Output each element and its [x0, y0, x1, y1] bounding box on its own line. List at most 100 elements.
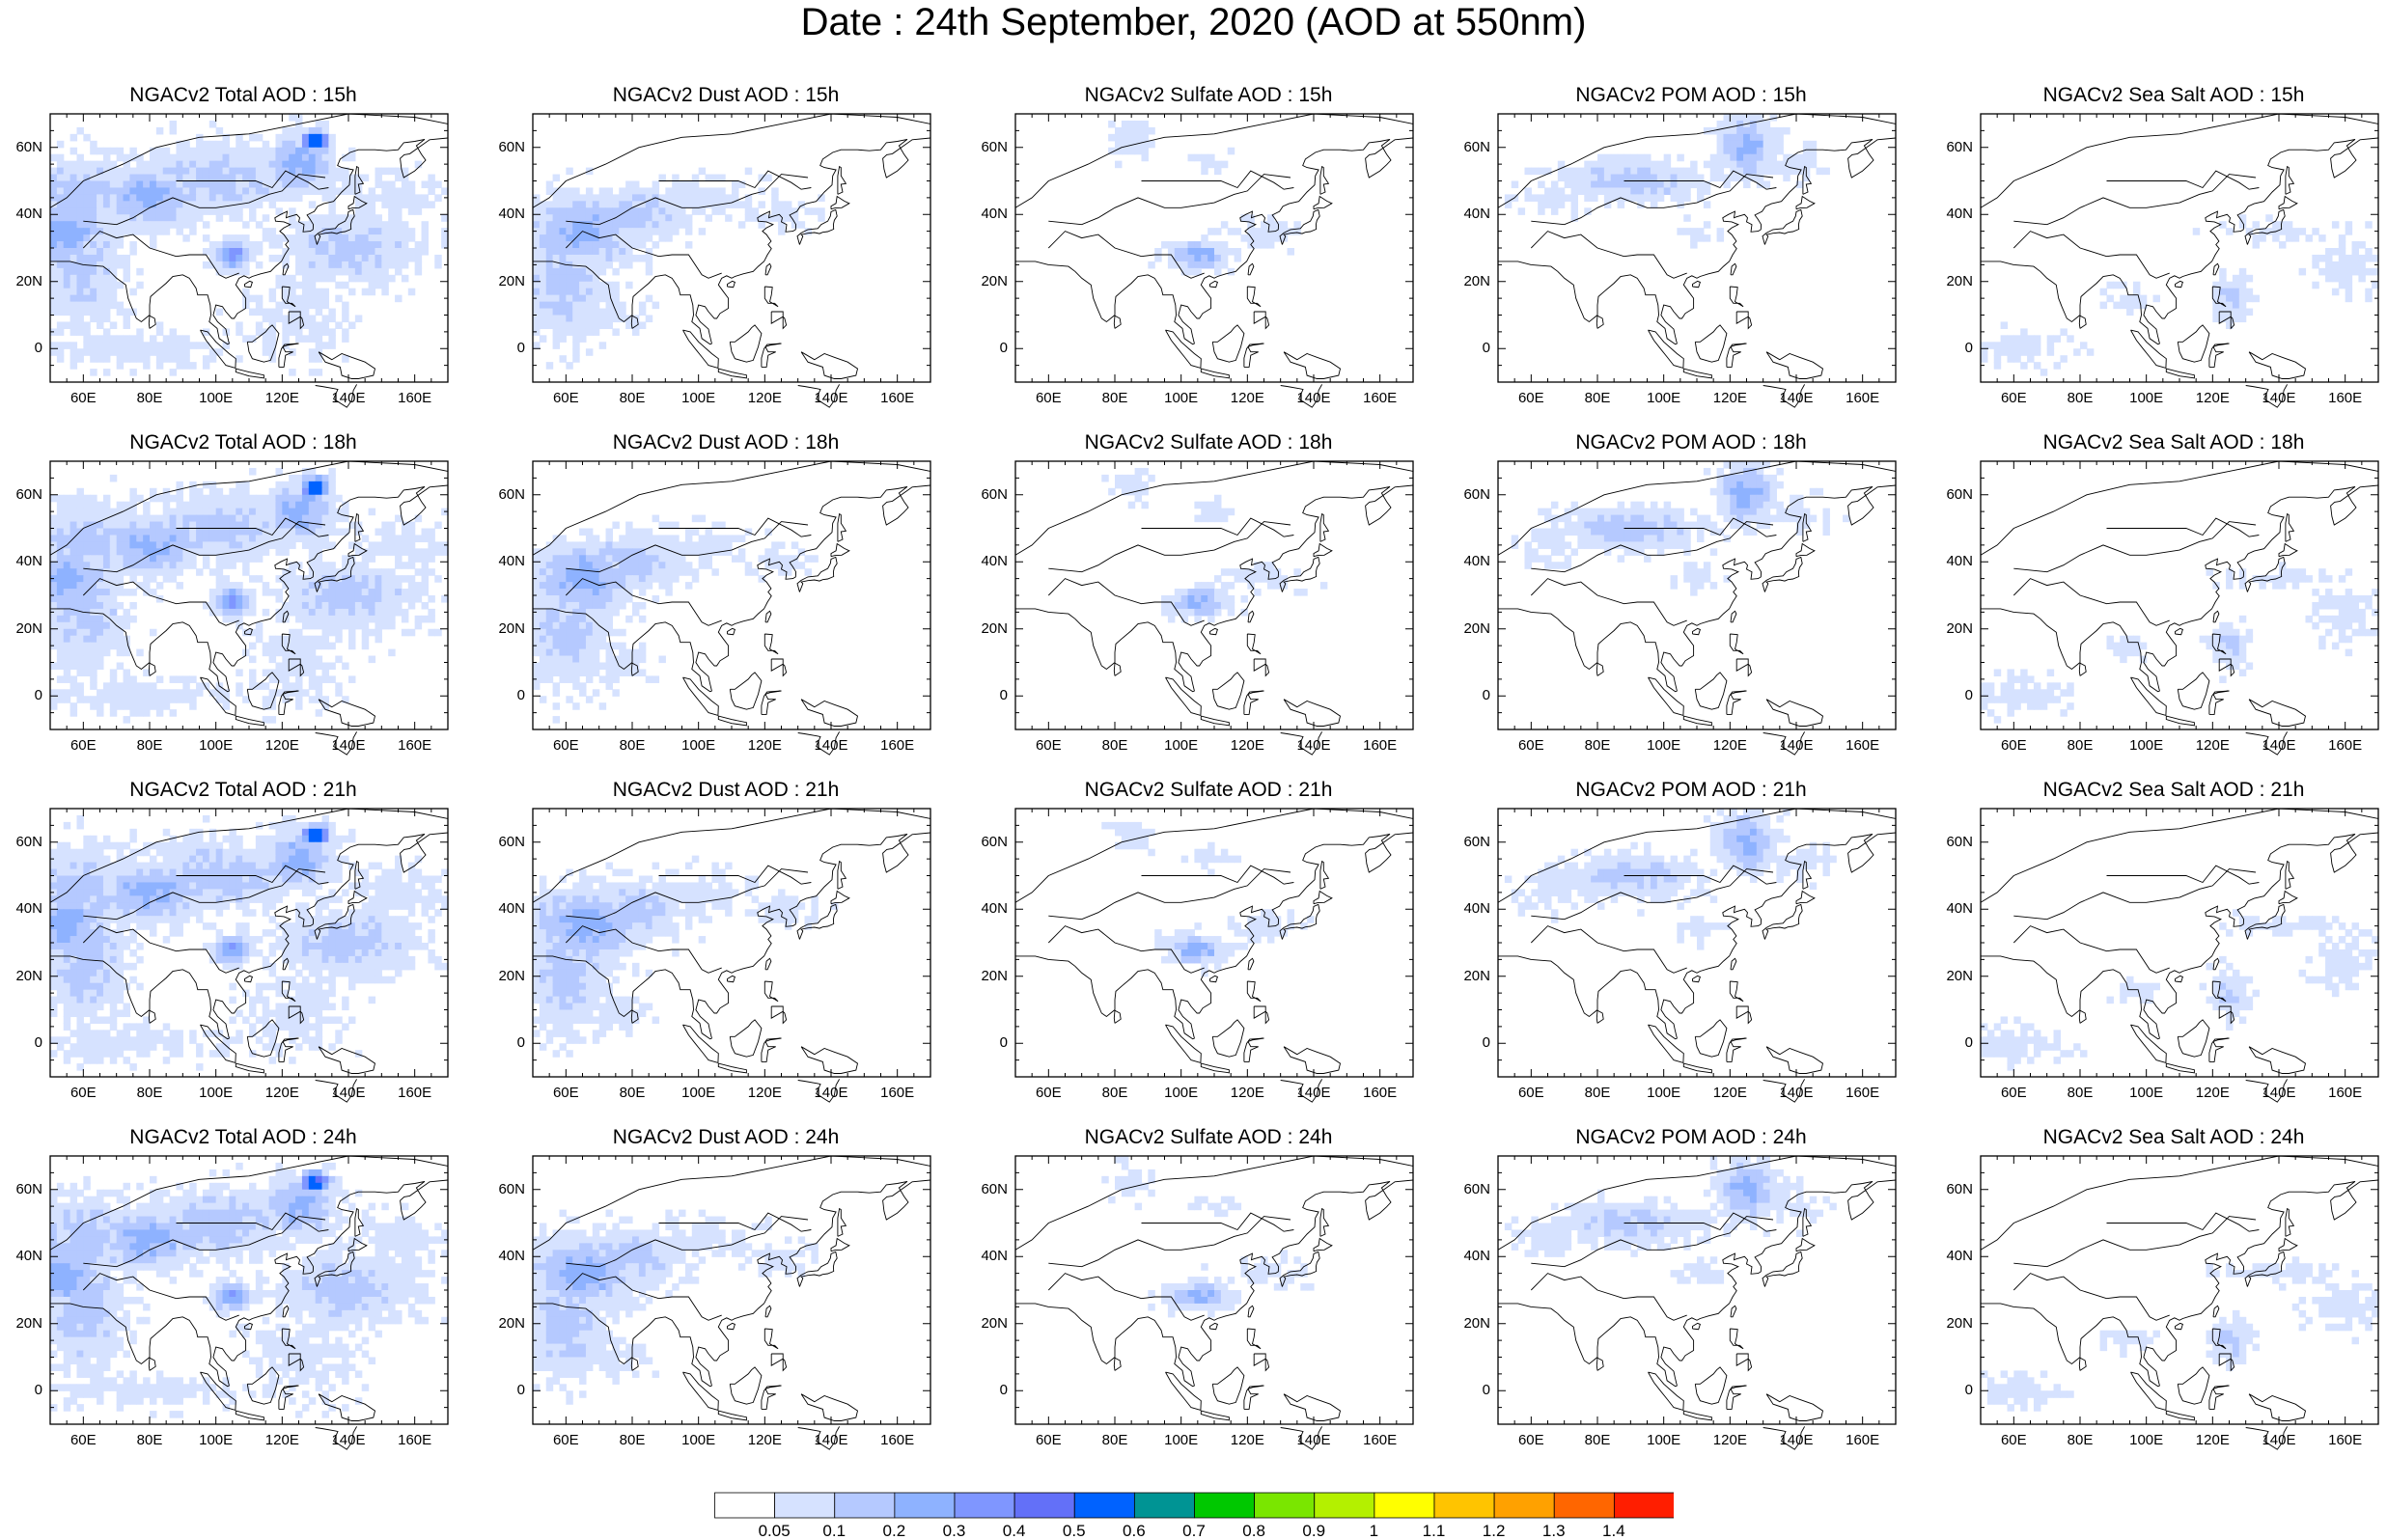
aod-cell — [1180, 267, 1189, 276]
aod-cell — [598, 308, 607, 316]
aod-cell — [645, 575, 653, 583]
aod-cell — [182, 194, 190, 202]
aod-cell — [328, 642, 336, 650]
aod-cell — [645, 267, 653, 276]
aod-cell — [771, 555, 779, 563]
aod-cell — [421, 568, 429, 576]
aod-cell — [434, 521, 442, 530]
aod-cell — [215, 153, 224, 162]
aod-cell — [249, 194, 257, 202]
aod-cell — [90, 642, 97, 650]
aod-cell — [275, 207, 283, 215]
aod-cell — [2219, 288, 2227, 296]
aod-cell — [545, 675, 554, 683]
aod-cell — [732, 555, 739, 563]
coastline — [1047, 578, 1205, 626]
aod-cell — [69, 595, 78, 603]
aod-cell — [102, 294, 111, 303]
aod-cell — [90, 288, 97, 296]
aod-cell — [289, 294, 296, 303]
aod-cell — [116, 335, 125, 343]
panel-title: NGACv2 Sulfate AOD : 15h — [1084, 84, 1333, 106]
aod-cell — [1736, 153, 1744, 162]
aod-cell — [136, 342, 144, 349]
aod-cell — [321, 301, 329, 310]
aod-cell — [539, 315, 547, 323]
aod-cell — [136, 514, 144, 523]
aod-cell — [395, 555, 402, 563]
aod-cell — [83, 288, 91, 296]
lat-tick-label: 60N — [15, 138, 42, 155]
aod-cell — [83, 494, 91, 503]
aod-cell — [150, 153, 157, 162]
aod-cell — [572, 254, 580, 262]
aod-cell — [585, 281, 594, 289]
aod-cell — [361, 562, 370, 569]
aod-cell — [533, 589, 541, 596]
aod-cell — [275, 501, 283, 509]
lat-tick-label: 20N — [1463, 272, 1490, 289]
aod-cell — [545, 254, 554, 262]
aod-cell — [2298, 228, 2307, 235]
lon-tick-label: 60E — [552, 390, 579, 406]
aod-cell — [1280, 221, 1289, 229]
aod-cell — [592, 601, 600, 610]
aod-cell — [764, 555, 772, 563]
aod-cell — [1180, 589, 1189, 596]
aod-cell — [732, 194, 739, 202]
aod-cell — [395, 214, 402, 222]
aod-cell — [109, 582, 118, 590]
aod-cell — [335, 528, 343, 536]
lon-tick-label: 100E — [1164, 390, 1199, 406]
aod-cell — [1743, 140, 1751, 149]
aod-cell — [1630, 174, 1638, 182]
aod-cell — [579, 335, 587, 343]
aod-cell — [1716, 234, 1725, 242]
aod-cell — [109, 528, 118, 536]
aod-cell — [652, 187, 660, 195]
aod-cell — [744, 562, 753, 569]
aod-cell — [150, 682, 157, 690]
aod-cell — [1214, 228, 1222, 235]
aod-cell — [289, 481, 296, 489]
aod-cell — [791, 555, 799, 563]
aod-cell — [116, 301, 125, 310]
aod-cell — [1214, 167, 1222, 176]
aod-cell — [321, 642, 329, 650]
aod-cell — [97, 635, 104, 644]
aod-cell — [129, 541, 137, 549]
aod-cell — [196, 501, 204, 509]
aod-cell — [109, 221, 118, 229]
aod-cell — [229, 508, 236, 516]
aod-cell — [315, 514, 323, 523]
aod-cell — [1134, 487, 1143, 496]
aod-cell — [1730, 147, 1737, 155]
aod-cell — [1663, 187, 1672, 195]
aod-cell — [2345, 221, 2353, 229]
aod-cell — [236, 355, 243, 363]
aod-cell — [539, 201, 547, 208]
aod-cell — [559, 294, 567, 303]
aod-cell — [725, 541, 733, 549]
aod-cell — [289, 601, 296, 610]
coastline — [1113, 662, 1122, 676]
aod-cell — [658, 548, 666, 556]
aod-cell — [381, 535, 389, 542]
aod-cell — [1603, 180, 1612, 189]
aod-cell — [315, 481, 323, 489]
aod-cell — [1723, 126, 1731, 135]
aod-cell — [1769, 153, 1777, 162]
aod-cell — [143, 187, 151, 195]
aod-cell — [268, 342, 277, 349]
aod-cell — [625, 254, 633, 262]
aod-cell — [1108, 133, 1116, 142]
aod-cell — [797, 548, 806, 556]
aod-cell — [2305, 234, 2313, 242]
aod-cell — [63, 696, 71, 703]
aod-cell — [249, 655, 257, 664]
aod-cell — [268, 153, 277, 162]
aod-cell — [632, 241, 640, 249]
aod-cell — [90, 214, 97, 222]
aod-cell — [684, 535, 693, 542]
aod-cell — [698, 201, 707, 208]
